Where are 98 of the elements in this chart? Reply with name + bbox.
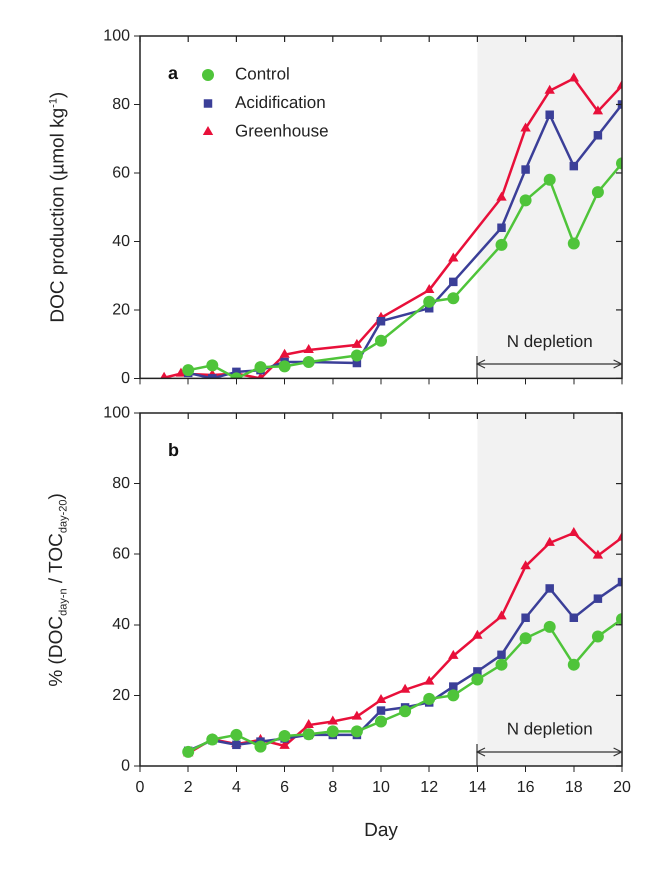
legend-label: Control	[235, 64, 290, 84]
point	[326, 725, 339, 738]
x-axis-title: Day	[364, 820, 398, 841]
point	[592, 550, 604, 559]
point	[182, 364, 194, 376]
y-tick-label: 100	[103, 27, 130, 44]
point	[448, 252, 458, 262]
point	[568, 527, 579, 536]
point	[592, 105, 604, 114]
point	[545, 110, 554, 119]
y-tick-label: 20	[112, 301, 130, 318]
point	[520, 194, 532, 206]
y-tick-label: 60	[112, 164, 130, 182]
y-tick-label: 0	[121, 370, 130, 387]
x-tick-label: 16	[516, 779, 535, 796]
point	[520, 122, 531, 132]
point	[302, 728, 315, 740]
point	[449, 278, 458, 286]
point	[278, 360, 291, 372]
x-tick-label: 10	[372, 779, 390, 796]
point	[254, 740, 266, 753]
y-tick-label: 0	[121, 757, 130, 774]
point	[375, 716, 387, 728]
x-tick-label: 4	[232, 779, 241, 796]
point	[545, 584, 554, 593]
point	[350, 725, 363, 738]
point	[496, 658, 508, 671]
y-tick-label: 20	[112, 686, 130, 704]
point	[544, 536, 555, 546]
point	[570, 613, 578, 622]
legend-label: Greenhouse	[235, 122, 329, 141]
point	[496, 610, 507, 620]
point	[232, 740, 241, 750]
x-tick-label: 14	[468, 779, 486, 796]
point	[400, 684, 410, 693]
point	[304, 344, 314, 353]
point	[447, 292, 460, 304]
y-tick-label: 80	[112, 475, 130, 492]
point	[230, 728, 242, 741]
point	[497, 650, 506, 660]
point	[424, 676, 434, 685]
point	[521, 613, 530, 622]
y-tick-label: 40	[112, 232, 130, 250]
point	[352, 710, 362, 720]
point	[568, 237, 580, 250]
point	[496, 192, 507, 201]
point	[352, 338, 362, 348]
point	[592, 630, 604, 642]
point	[592, 186, 604, 198]
point	[568, 72, 579, 82]
point	[521, 165, 530, 174]
y-tick-label: 40	[112, 616, 130, 634]
x-tick-label: 12	[420, 779, 438, 796]
point	[448, 650, 458, 659]
point	[471, 674, 484, 686]
band-label: N depletion	[506, 720, 593, 739]
point	[254, 361, 266, 374]
x-tick-label: 18	[564, 779, 583, 796]
band-label: N depletion	[506, 332, 593, 352]
legend-label: Acidification	[235, 93, 326, 112]
x-tick-label: 20	[613, 779, 631, 796]
point	[350, 349, 363, 362]
annotation: b	[168, 440, 179, 460]
point	[328, 716, 338, 725]
point	[520, 632, 532, 644]
point	[472, 630, 483, 639]
point	[206, 359, 218, 372]
point	[544, 174, 556, 186]
point	[423, 692, 436, 705]
point	[424, 284, 434, 294]
x-tick-label: 0	[136, 779, 145, 796]
point	[278, 730, 291, 742]
point	[496, 238, 508, 251]
point	[206, 734, 218, 746]
point	[594, 594, 602, 603]
point	[497, 224, 506, 232]
point	[399, 705, 412, 718]
point	[447, 689, 460, 702]
point	[279, 348, 290, 358]
point	[520, 560, 531, 570]
point	[376, 316, 386, 326]
annotation: a	[168, 62, 179, 83]
point	[594, 131, 602, 140]
point	[376, 706, 386, 715]
x-tick-label: 2	[184, 779, 193, 796]
point	[376, 694, 386, 703]
y-tick-label: 60	[112, 546, 130, 563]
y-tick-label: 80	[112, 96, 130, 113]
point	[423, 296, 436, 308]
point	[304, 719, 314, 728]
y-tick-label: 100	[103, 404, 130, 422]
x-tick-label: 6	[280, 779, 290, 796]
point	[568, 658, 580, 671]
x-tick-label: 8	[328, 779, 338, 796]
point	[544, 620, 556, 633]
point	[375, 334, 387, 347]
point	[544, 84, 555, 94]
point	[570, 162, 578, 170]
